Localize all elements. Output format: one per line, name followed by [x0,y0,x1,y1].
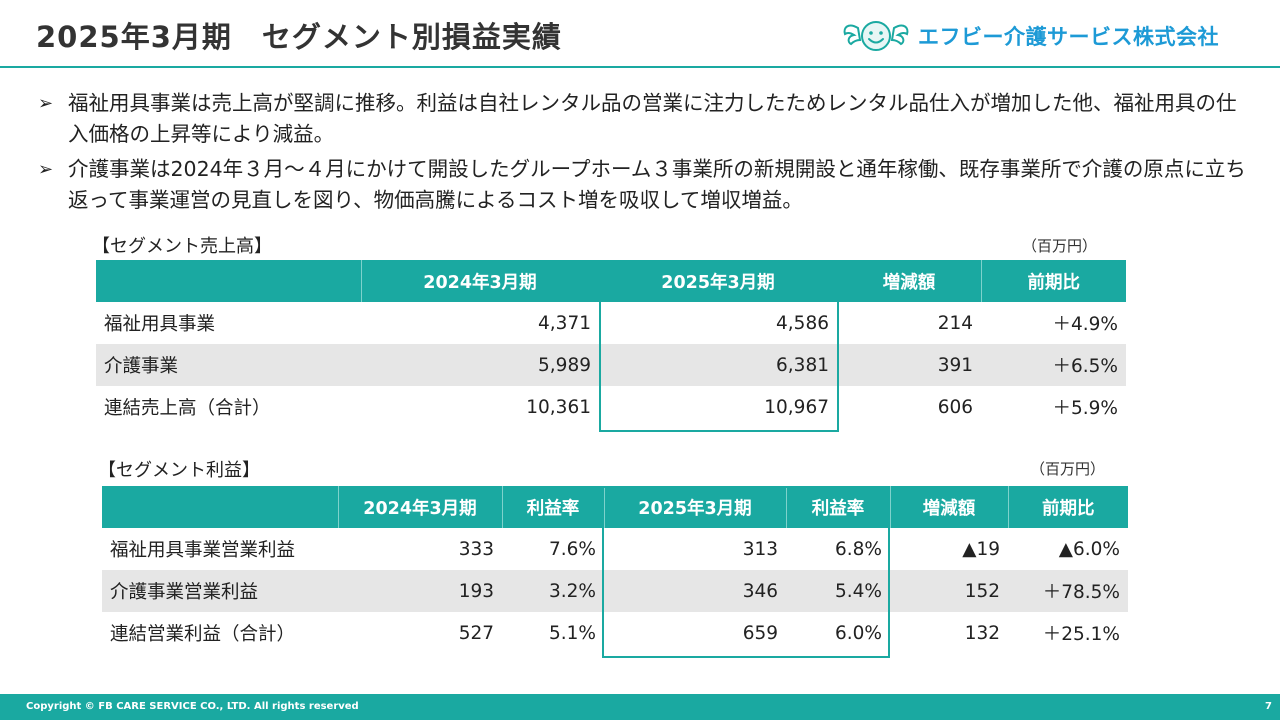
cell-value: 132 [964,622,1000,644]
header-cell [96,260,362,302]
cell-value: ＋4.9% [1052,314,1119,335]
cell-value: 391 [837,344,981,386]
header-cell: 利益率 [502,486,605,528]
cell-value: 7.6% [549,538,596,560]
cell-value: 152 [890,570,1008,612]
header-cell: 前期比 [981,260,1126,302]
page-number: 7 [1265,701,1272,712]
header-cell [102,486,339,528]
header-cell: 2024年3月期 [361,260,600,302]
cell-value: 5.1% [549,622,596,644]
cell-value: 193 [338,570,502,612]
bullet-care-business: ➢ 介護事業は2024年３月～４月にかけて開設したグループホーム３事業所の新規開… [38,154,1253,216]
smiling-face-with-wings-icon [843,21,909,51]
company-logo: エフビー介護サービス株式会社 [842,18,1219,54]
slide-footer: Copyright © FB CARE SERVICE CO., LTD. Al… [0,694,1280,720]
row-label: 福祉用具事業営業利益 [110,540,296,561]
arrow-bullet-icon: ➢ [38,93,54,114]
header-cell: 増減額 [890,486,1009,528]
cell-value: 5,989 [361,344,599,386]
cell-value: 4,371 [538,312,591,334]
copyright-text: Copyright © FB CARE SERVICE CO., LTD. Al… [26,701,359,712]
cell-value: 333 [458,538,494,560]
cell-value: ▲19 [962,538,1000,560]
cell-value: ＋6.5% [981,344,1126,386]
bullet-text: 介護事業は2024年３月～４月にかけて開設したグループホーム３事業所の新規開設と… [68,157,1246,212]
row-label: 福祉用具事業 [104,314,216,335]
profit-table: 2024年3月期 利益率 2025年3月期 利益率 増減額 前期比 福祉用具事業… [102,486,1128,654]
cell-value: 659 [742,622,778,644]
summary-bullets: ➢ 福祉用具事業は売上高が堅調に推移。利益は自社レンタル品の営業に注力したためレ… [38,88,1253,220]
table-header-row: 2024年3月期 2025年3月期 増減額 前期比 [96,260,1126,302]
bullet-text: 福祉用具事業は売上高が堅調に推移。利益は自社レンタル品の営業に注力したためレンタ… [68,91,1237,146]
cell-value: 3.2% [502,570,604,612]
cell-value: 527 [458,622,494,644]
row-label: 連結売上高（合計） [104,398,271,419]
cell-value: 606 [937,396,973,418]
slide-header: 2025年3月期 セグメント別損益実績 エフビー介護サービス株式会社 [0,0,1280,68]
cell-value: ＋25.1% [1042,624,1120,645]
table-row: 連結売上高（合計） 10,361 10,967 606 ＋5.9% [96,386,1126,428]
row-label: 介護事業 [96,344,361,386]
sales-unit: （百万円） [1022,237,1098,255]
header-cell: 2025年3月期 [599,260,838,302]
profit-section-label: 【セグメント利益】 [98,460,260,481]
profit-unit: （百万円） [1030,460,1106,478]
cell-value: 6,381 [599,344,837,386]
cell-value: 6.0% [835,622,882,644]
arrow-bullet-icon: ➢ [38,159,54,180]
cell-value: 4,586 [776,312,829,334]
cell-value: 346 [604,570,786,612]
table-row: 福祉用具事業 4,371 4,586 214 ＋4.9% [96,302,1126,344]
sales-section-label: 【セグメント売上高】 [92,236,272,257]
header-cell: 前期比 [1008,486,1128,528]
cell-value: 6.8% [835,538,882,560]
cell-value: 214 [937,312,973,334]
cell-value: ▲6.0% [1058,538,1120,560]
header-cell: 増減額 [837,260,982,302]
bullet-welfare-equipment: ➢ 福祉用具事業は売上高が堅調に推移。利益は自社レンタル品の営業に注力したためレ… [38,88,1253,150]
row-label: 連結営業利益（合計） [110,624,296,645]
table-row: 連結営業利益（合計） 527 5.1% 659 6.0% 132 ＋25.1% [102,612,1128,654]
header-cell: 2024年3月期 [338,486,503,528]
table-row: 介護事業 5,989 6,381 391 ＋6.5% [96,344,1126,386]
cell-value: 10,967 [764,396,829,418]
row-label: 介護事業営業利益 [102,570,338,612]
cell-value: 5.4% [786,570,890,612]
cell-value: 10,361 [526,396,591,418]
table-row: 介護事業営業利益 193 3.2% 346 5.4% 152 ＋78.5% [102,570,1128,612]
cell-value: 313 [742,538,778,560]
header-cell: 2025年3月期 [604,486,787,528]
company-name: エフビー介護サービス株式会社 [918,25,1219,49]
page-title: 2025年3月期 セグメント別損益実績 [36,20,562,54]
cell-value: ＋78.5% [1008,570,1128,612]
sales-table: 2024年3月期 2025年3月期 増減額 前期比 福祉用具事業 4,371 4… [96,260,1126,428]
table-row: 福祉用具事業営業利益 333 7.6% 313 6.8% ▲19 ▲6.0% [102,528,1128,570]
header-cell: 利益率 [786,486,891,528]
table-header-row: 2024年3月期 利益率 2025年3月期 利益率 増減額 前期比 [102,486,1128,528]
cell-value: ＋5.9% [1052,398,1119,419]
